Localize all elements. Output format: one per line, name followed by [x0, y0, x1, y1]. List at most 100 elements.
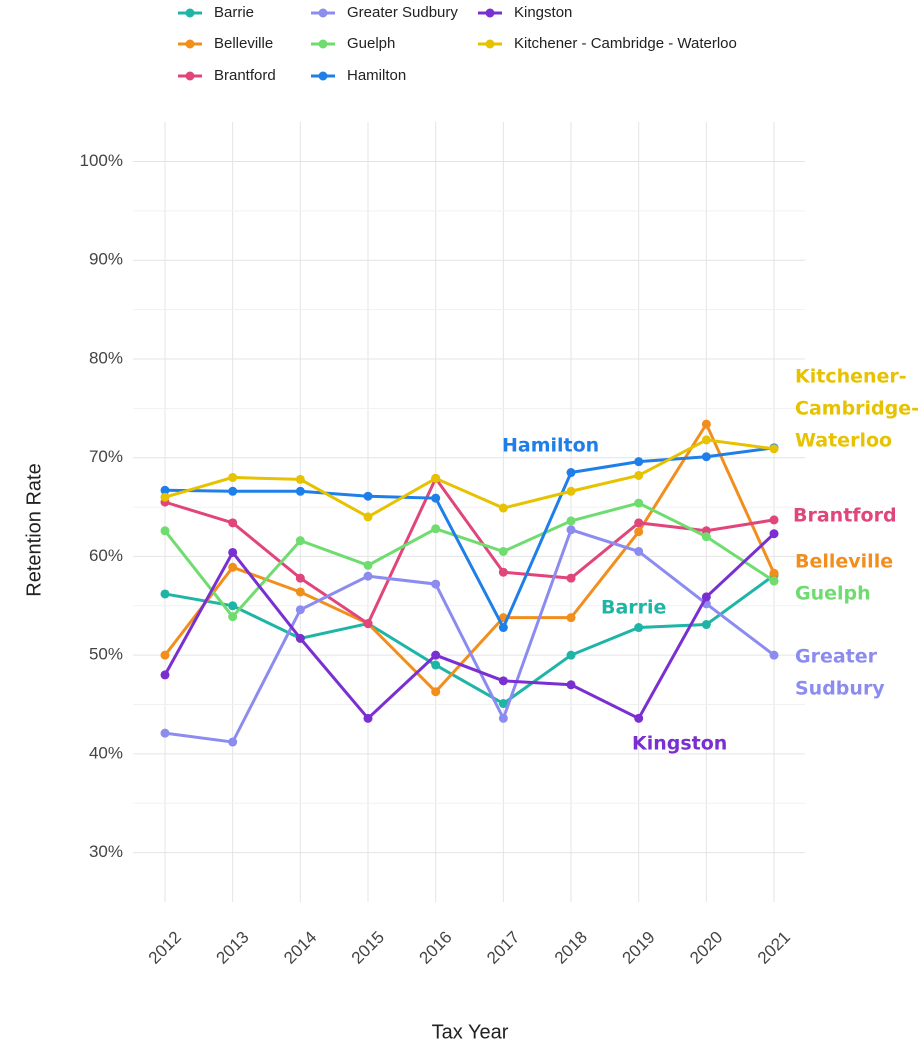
legend-dot	[318, 71, 328, 81]
point	[295, 605, 305, 615]
series	[160, 570, 779, 709]
point	[769, 444, 779, 454]
point	[228, 612, 238, 622]
x-tick-label: 2012	[145, 928, 185, 968]
point	[769, 576, 779, 586]
point	[701, 452, 711, 462]
y-tick-label: 30%	[89, 842, 123, 861]
point	[363, 571, 373, 581]
x-tick-label: 2015	[348, 928, 388, 968]
point	[160, 526, 170, 536]
annotation: Sudbury	[795, 678, 885, 700]
legend-label: Kingston	[514, 4, 572, 21]
annotation: Brantford	[793, 505, 897, 527]
legend-item: Kingston	[478, 4, 572, 21]
annotation: Cambridge-	[795, 398, 919, 420]
legend-dot	[318, 39, 328, 49]
point	[769, 568, 779, 578]
point	[160, 670, 170, 680]
annotation: Barrie	[601, 597, 666, 619]
point	[295, 587, 305, 597]
annotation: Kingston	[632, 733, 727, 755]
point	[228, 472, 238, 482]
annotation: Kitchener-	[795, 366, 907, 388]
point	[634, 518, 644, 528]
y-axis-title: Retention Rate	[23, 463, 45, 596]
legend-dot	[185, 71, 195, 81]
point	[228, 547, 238, 557]
point	[566, 516, 576, 526]
line	[164, 438, 775, 519]
legend-label: Kitchener - Cambridge - Waterloo	[514, 35, 737, 52]
point	[769, 515, 779, 525]
line	[164, 475, 775, 626]
point	[228, 601, 238, 611]
point	[295, 573, 305, 583]
point	[431, 687, 441, 697]
legend-label: Guelph	[347, 35, 395, 52]
point	[498, 623, 508, 633]
point	[498, 676, 508, 686]
point	[634, 546, 644, 556]
point	[431, 524, 441, 534]
y-tick-label: 60%	[89, 546, 123, 565]
legend-item: Barrie	[178, 4, 254, 21]
point	[566, 613, 576, 623]
point	[363, 713, 373, 723]
point	[431, 650, 441, 660]
x-tick-label: 2016	[415, 928, 455, 968]
point	[634, 713, 644, 723]
point	[566, 680, 576, 690]
y-tick-label: 100%	[80, 151, 123, 170]
line	[163, 501, 775, 619]
point	[566, 573, 576, 583]
legend-dot	[485, 8, 495, 18]
x-tick-label: 2013	[212, 928, 252, 968]
annotation: Guelph	[795, 583, 871, 605]
annotation: Belleville	[795, 551, 893, 573]
point	[363, 619, 373, 629]
x-tick-label: 2017	[483, 928, 523, 968]
point	[431, 493, 441, 503]
point	[295, 486, 305, 496]
line	[163, 532, 776, 721]
x-axis-title: Tax Year	[432, 1021, 509, 1043]
x-tick-label: 2014	[280, 928, 320, 968]
point	[498, 546, 508, 556]
point	[634, 623, 644, 633]
legend-label: Belleville	[214, 35, 273, 52]
x-tick-label: 2019	[619, 928, 659, 968]
series	[160, 443, 779, 633]
legend-label: Hamilton	[347, 67, 406, 84]
y-tick-label: 50%	[89, 645, 123, 664]
point	[769, 529, 779, 539]
legend-label: Brantford	[214, 67, 276, 84]
line	[164, 527, 775, 744]
point	[431, 660, 441, 670]
x-tick-label: 2020	[686, 928, 726, 968]
point	[228, 518, 238, 528]
point	[363, 560, 373, 570]
legend-item: Belleville	[178, 35, 273, 52]
y-tick-label: 80%	[89, 348, 123, 367]
legend-dot	[185, 39, 195, 49]
line	[164, 446, 775, 631]
legend-dot	[485, 39, 495, 49]
point	[701, 592, 711, 602]
point	[160, 485, 170, 495]
point	[634, 527, 644, 537]
point	[701, 620, 711, 630]
point	[295, 633, 305, 643]
point	[498, 713, 508, 723]
point	[363, 491, 373, 501]
y-tick-label: 40%	[89, 743, 123, 762]
legend-item: Greater Sudbury	[311, 4, 458, 21]
annotation: Waterloo	[795, 430, 892, 452]
point	[566, 486, 576, 496]
x-tick-label: 2018	[551, 928, 591, 968]
legend-item: Kitchener - Cambridge - Waterloo	[478, 35, 737, 52]
point	[295, 474, 305, 484]
legend-item: Guelph	[311, 35, 395, 52]
series	[160, 498, 779, 622]
point	[498, 699, 508, 709]
